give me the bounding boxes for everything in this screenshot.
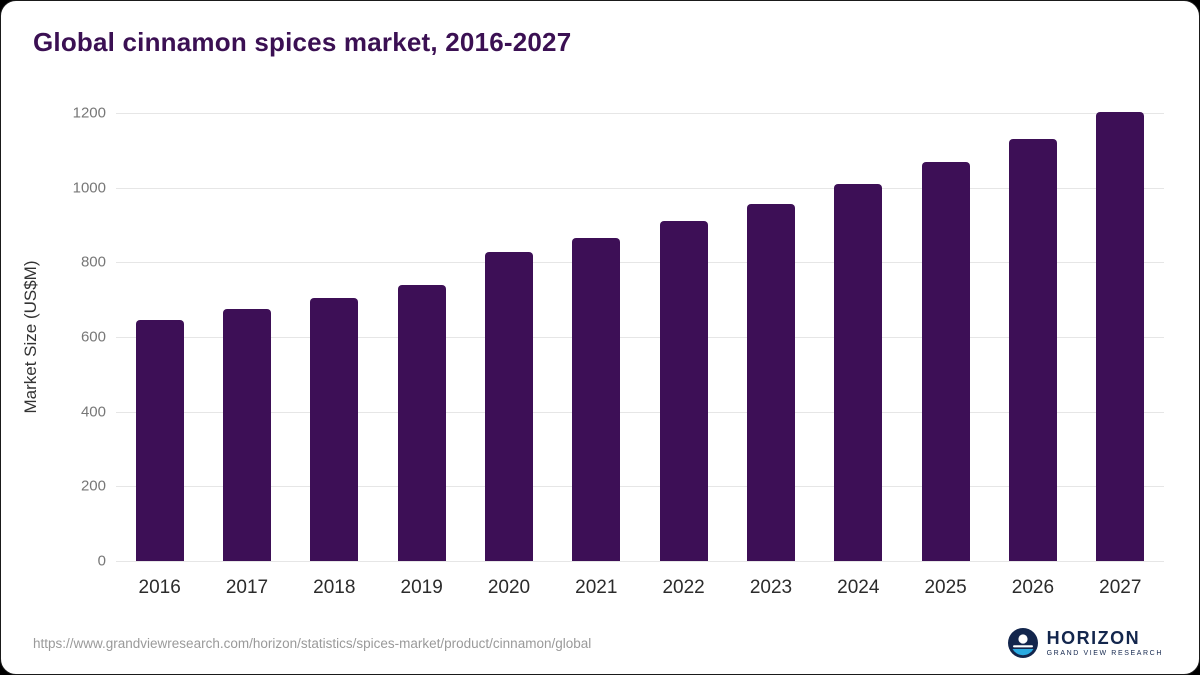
gridline [116, 486, 1164, 488]
y-tick-label: 1200 [72, 104, 106, 122]
y-tick-label: 0 [97, 552, 106, 570]
bar-column: 2019 [378, 113, 465, 598]
x-axis-label: 2027 [1099, 577, 1142, 598]
y-tick-label: 400 [80, 403, 106, 421]
bar-column: 2024 [815, 113, 902, 598]
horizon-logo-icon [1007, 628, 1038, 658]
y-tick-label: 1000 [72, 179, 106, 197]
x-axis-label: 2022 [662, 577, 705, 598]
horizon-logo-subtitle: GRAND VIEW RESEARCH [1046, 650, 1163, 657]
bar-2019 [397, 284, 446, 561]
x-axis-label: 2018 [313, 577, 356, 598]
footer: https://www.grandviewresearch.com/horizo… [1, 612, 1199, 674]
x-axis-label: 2020 [487, 577, 531, 598]
bar-column: 2021 [553, 113, 640, 598]
source-url[interactable]: https://www.grandviewresearch.com/horizo… [33, 635, 592, 651]
gridline [116, 113, 1164, 114]
bar-2018 [310, 297, 359, 561]
bar-column: 2023 [727, 113, 814, 598]
bar-column: 2025 [902, 113, 989, 598]
bar-column: 2016 [116, 113, 203, 598]
gridline [116, 337, 1164, 338]
bar-2020 [484, 251, 533, 561]
x-axis-label: 2023 [749, 577, 793, 598]
horizon-logo-title: HORIZON [1046, 628, 1141, 648]
x-axis-label: 2021 [575, 577, 618, 598]
x-axis-label: 2017 [225, 577, 269, 598]
bar-2024 [834, 183, 883, 561]
bar-2022 [659, 221, 708, 561]
x-axis-label: 2019 [400, 577, 443, 598]
bar-2023 [746, 203, 795, 561]
bar-column: 2026 [989, 113, 1076, 598]
bar-series: 2016 2017 2018 2019 2020 2021 2022 2023 2024 2025… [116, 111, 1164, 598]
horizon-logo-text: HORIZON GRAND VIEW RESEARCH [1047, 629, 1163, 657]
y-tick-label: 600 [80, 328, 106, 346]
bar-2016 [135, 320, 184, 561]
x-axis-label: 2024 [837, 577, 880, 598]
gridline [116, 561, 1164, 562]
bar-column: 2017 [203, 113, 290, 598]
bar-column: 2020 [465, 113, 552, 598]
gridline [116, 187, 1164, 189]
bar-2017 [222, 308, 271, 561]
horizon-logo: HORIZON GRAND VIEW RESEARCH [1007, 628, 1163, 658]
bar-column: 2018 [291, 113, 378, 598]
bar-2021 [572, 237, 621, 561]
y-tick-label: 800 [80, 253, 106, 271]
bar-column: 2022 [640, 113, 727, 598]
y-axis-title: Market Size (US$M) [21, 260, 40, 414]
gridline [116, 411, 1164, 413]
chart-title: Global cinnamon spices market, 2016-2027 [33, 27, 572, 57]
bar-2027 [1096, 111, 1145, 561]
y-tick-label: 200 [80, 477, 106, 495]
x-axis-label: 2016 [138, 577, 181, 598]
x-axis-label: 2026 [1011, 577, 1055, 598]
plot-area: 0 200 400 600 800 1000 1200 2016 2017 2018 2019 20… [73, 105, 1164, 598]
bar-2026 [1008, 138, 1057, 561]
gridline [116, 262, 1164, 264]
bar-column: 2027 [1077, 111, 1164, 598]
bar-2025 [921, 162, 970, 561]
x-axis-label: 2025 [924, 577, 967, 598]
